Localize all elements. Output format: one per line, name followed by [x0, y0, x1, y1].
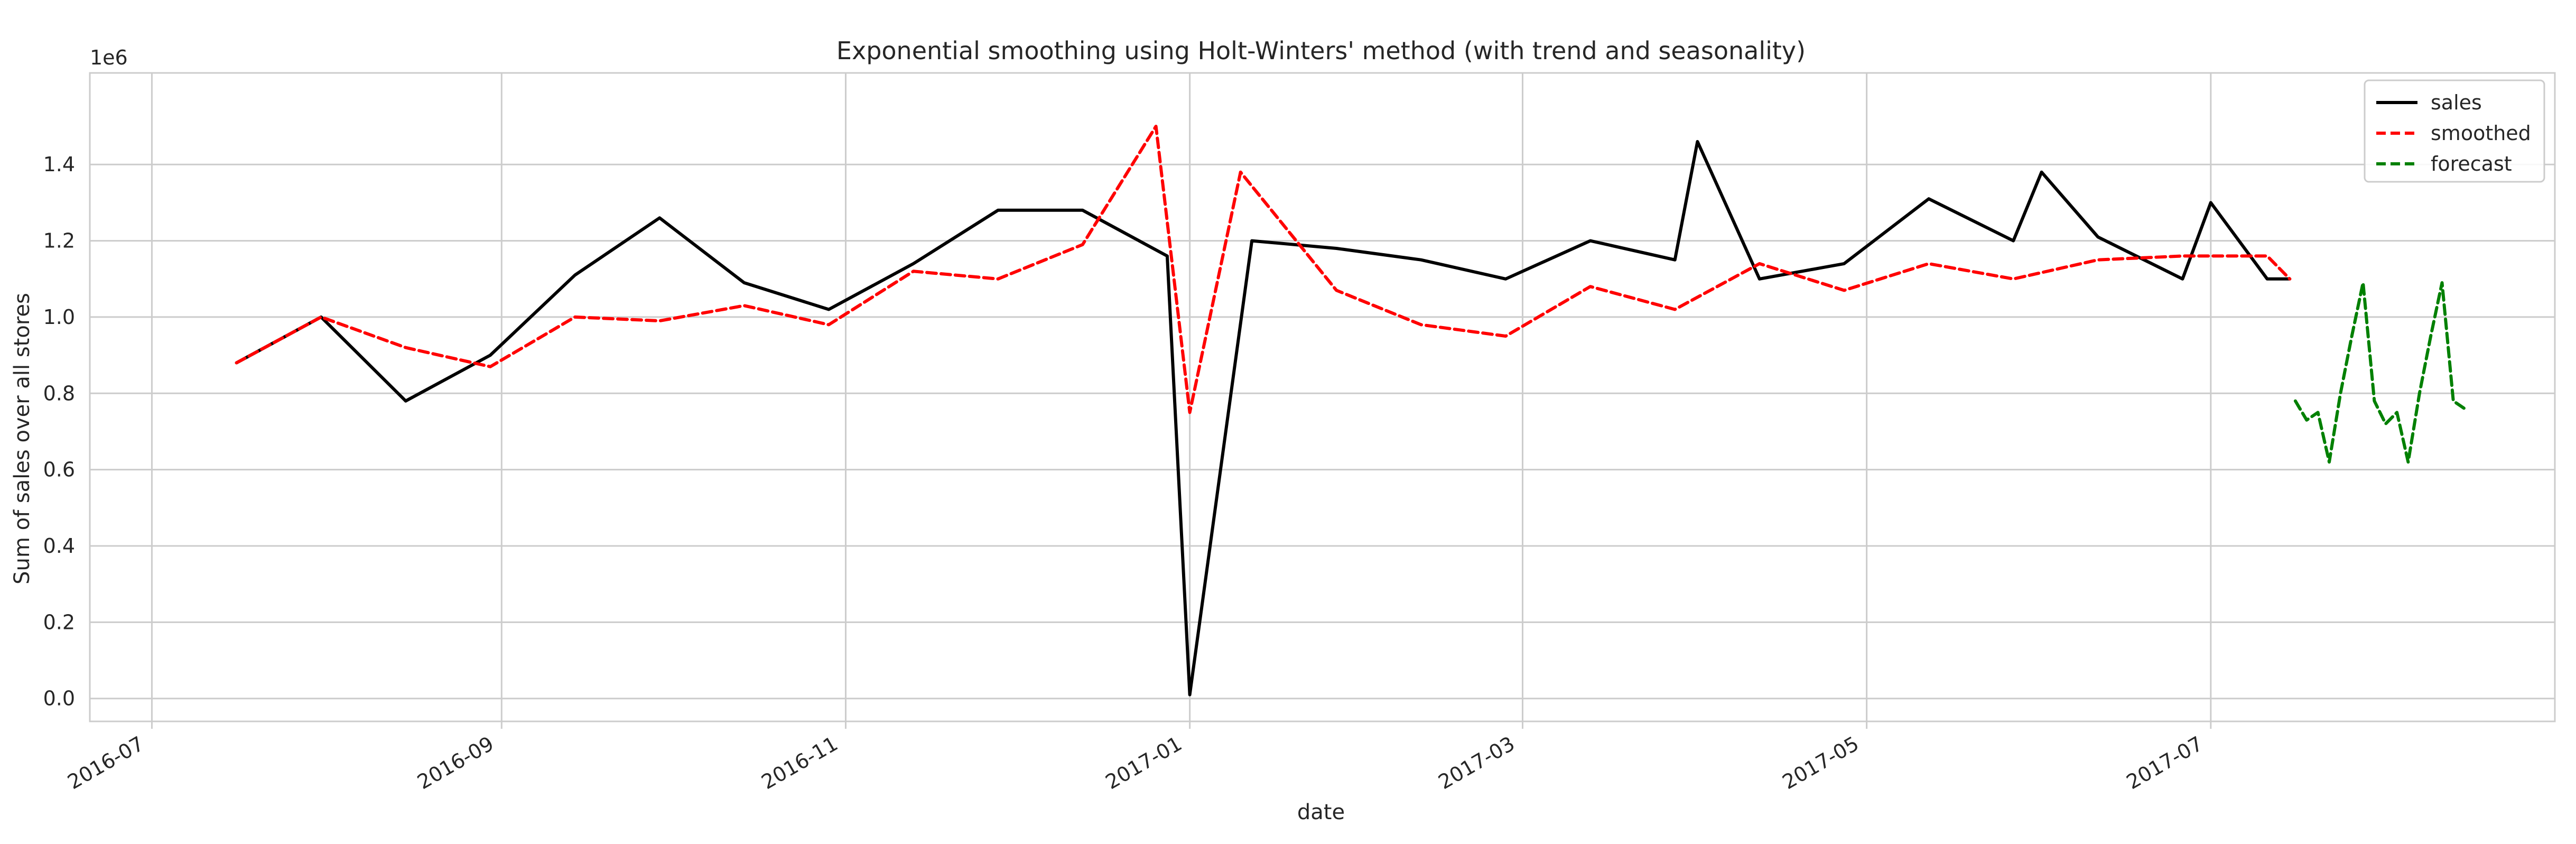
- chart-title: Exponential smoothing using Holt-Winters…: [836, 36, 1806, 65]
- x-tick-label: 2016-11: [757, 732, 842, 794]
- y-tick-label: 0.4: [43, 534, 75, 558]
- y-tick-label: 1.2: [43, 229, 75, 253]
- y-tick-label: 0.2: [43, 610, 75, 634]
- y-tick-label: 1.4: [43, 153, 75, 176]
- legend-label-sales: sales: [2431, 91, 2482, 114]
- y-tick-label: 0.0: [43, 687, 75, 710]
- y-offset-label: 1e6: [90, 46, 128, 69]
- x-axis-label: date: [1297, 800, 1345, 824]
- y-axis-label: Sum of sales over all stores: [10, 293, 34, 585]
- y-axis-ticks: 0.0 0.2 0.4 0.6 0.8 1.0 1.2 1.4: [43, 153, 75, 710]
- legend-label-smoothed: smoothed: [2431, 122, 2531, 145]
- x-tick-label: 2017-03: [1434, 732, 1519, 794]
- series-line-forecast: [2293, 281, 2467, 464]
- y-tick-label: 0.6: [43, 458, 75, 481]
- legend: sales smoothed forecast: [2364, 79, 2545, 183]
- series-line-smoothed: [235, 125, 2292, 414]
- plot-frame: [89, 72, 2556, 722]
- x-tick-label: 2016-09: [413, 732, 498, 794]
- series-line-sales: [235, 140, 2292, 697]
- legend-label-forecast: forecast: [2431, 152, 2512, 175]
- x-tick-label: 2017-07: [2123, 732, 2207, 794]
- legend-box: [2364, 79, 2545, 183]
- y-tick-label: 1.0: [43, 305, 75, 329]
- series-group: [235, 125, 2467, 697]
- x-tick-label: 2017-05: [1779, 732, 1863, 794]
- x-tick-label: 2016-07: [63, 732, 148, 794]
- y-tick-label: 0.8: [43, 382, 75, 405]
- x-axis-ticks: 2016-07 2016-09 2016-11 2017-01 2017-03 2017-…: [63, 721, 2212, 794]
- x-tick-label: 2017-01: [1102, 732, 1186, 794]
- grid: [90, 73, 2555, 721]
